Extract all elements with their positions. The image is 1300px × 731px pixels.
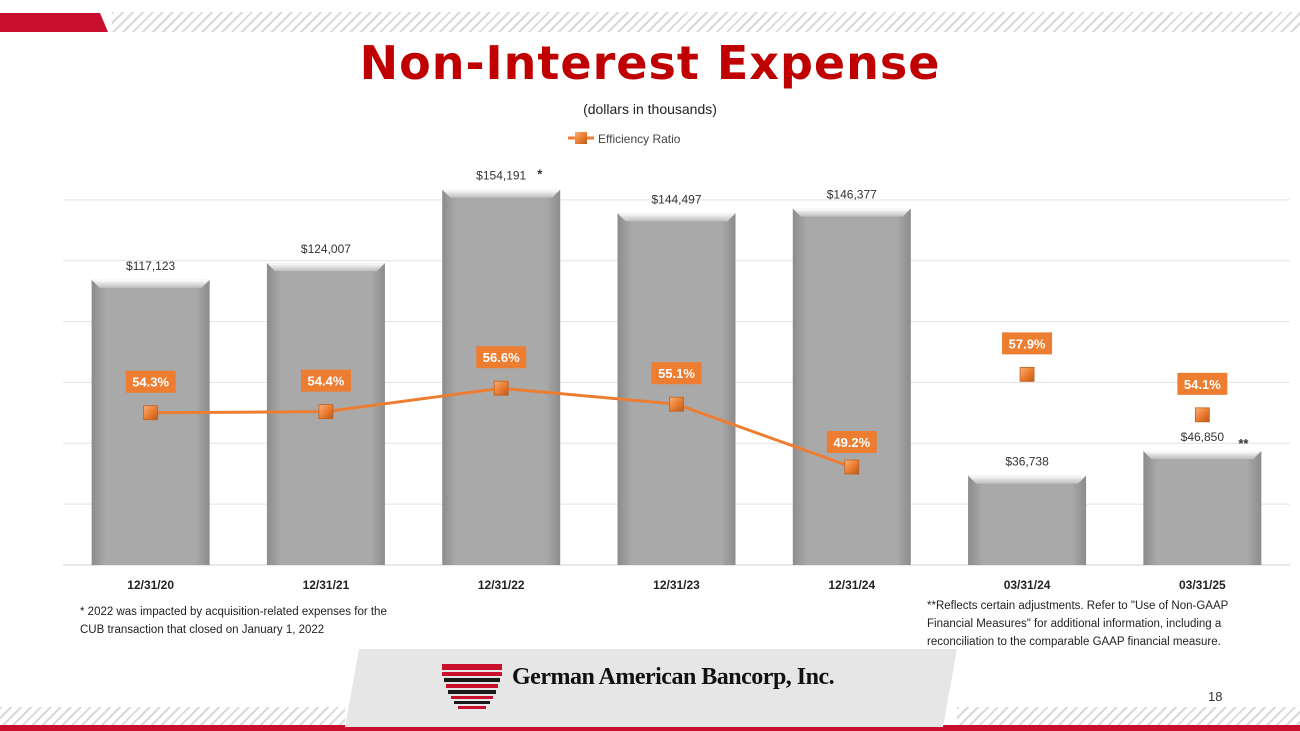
bar-footnote-mark-2: * (537, 167, 543, 182)
legend-label: Efficiency Ratio (598, 132, 681, 146)
bar-value-label-5: $36,738 (1005, 455, 1049, 469)
footnote-acquisition: * 2022 was impacted by acquisition-relat… (80, 606, 387, 636)
bar-value-label-4: $146,377 (827, 188, 877, 202)
x-tick-label-4: 12/31/24 (828, 578, 875, 592)
company-name: German American Bancorp, Inc. (512, 664, 835, 690)
ratio-label-0: 54.3% (132, 375, 169, 390)
bank-logo-icon (442, 664, 502, 709)
bar-3 (617, 213, 736, 565)
legend-marker-swatch (575, 132, 587, 144)
top-hatch-band (112, 12, 1300, 32)
bar-bevel-3 (617, 213, 736, 222)
ratio-label-5: 57.9% (1009, 336, 1046, 351)
x-tick-label-1: 12/31/21 (303, 578, 350, 592)
ratio-marker-2 (493, 380, 509, 396)
chart-subtitle: (dollars in thousands) (583, 101, 717, 117)
x-tick-label-0: 12/31/20 (127, 578, 174, 592)
x-tick-label-2: 12/31/22 (478, 578, 525, 592)
ratio-label-2: 56.6% (483, 350, 520, 365)
bar-5 (968, 475, 1087, 565)
ratio-label-1: 54.4% (307, 374, 344, 389)
x-tick-label-5: 03/31/24 (1004, 578, 1051, 592)
ratio-marker-1 (318, 404, 334, 420)
ratio-label-6: 54.1% (1184, 377, 1221, 392)
bar-bevel-0 (91, 279, 210, 288)
bar-value-label-1: $124,007 (301, 242, 351, 256)
page-title: Non-Interest Expense (359, 36, 941, 90)
ratio-marker-4 (844, 459, 860, 475)
bar-bevel-1 (266, 263, 385, 272)
footnote-non-gaap: **Reflects certain adjustments. Refer to… (927, 600, 1229, 648)
x-tick-label-6: 03/31/25 (1179, 578, 1226, 592)
bar-bevel-2 (442, 189, 561, 198)
ratio-label-box-5 (1002, 332, 1053, 355)
bar-bevel-4 (792, 208, 911, 217)
bar-value-label-6: $46,850 (1181, 430, 1225, 444)
ratio-label-box-3 (651, 362, 702, 385)
ratio-label-4: 49.2% (833, 435, 870, 450)
page-number: 18 (1208, 689, 1223, 704)
top-red-tab (0, 13, 108, 32)
ratio-marker-0 (143, 405, 159, 421)
bar-value-label-3: $144,497 (651, 192, 701, 206)
bar-bevel-6 (1143, 450, 1262, 459)
chart-legend: Efficiency Ratio (568, 132, 681, 146)
bar-2 (442, 189, 561, 566)
ratio-label-box-6 (1177, 372, 1228, 395)
ratio-label-3: 55.1% (658, 366, 695, 381)
bottom-hatch-left (0, 707, 345, 727)
ratio-label-box-0 (125, 370, 176, 393)
bar-value-label-2: $154,191 (476, 169, 526, 183)
bar-6 (1143, 450, 1262, 565)
bar-value-label-0: $117,123 (126, 259, 175, 273)
bottom-hatch-right (957, 707, 1300, 727)
ratio-label-box-1 (300, 369, 351, 392)
ratio-label-box-2 (476, 346, 527, 369)
ratio-marker-5 (1019, 366, 1035, 382)
bar-bevel-5 (968, 475, 1087, 484)
x-tick-label-3: 12/31/23 (653, 578, 700, 592)
ratio-label-box-4 (826, 431, 877, 454)
bar-0 (91, 279, 210, 565)
ratio-marker-3 (669, 396, 684, 412)
ratio-marker-6 (1194, 407, 1210, 423)
bar-footnote-mark-6: ** (1238, 436, 1249, 451)
bottom-red-bar (0, 725, 1300, 731)
bar-4 (792, 208, 911, 565)
